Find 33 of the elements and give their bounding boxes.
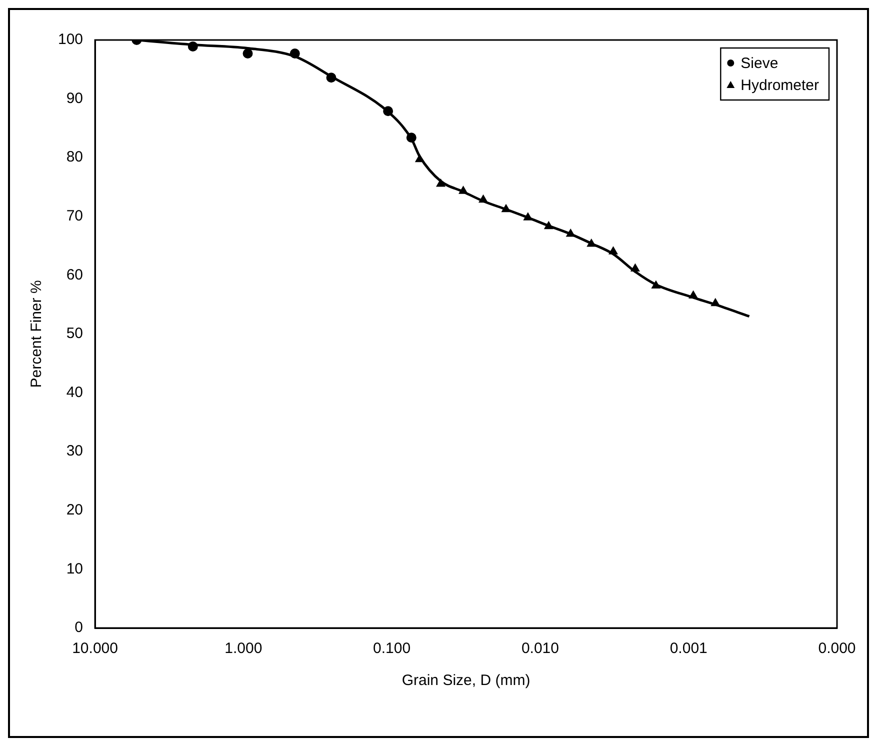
y-tick-label: 90: [66, 90, 84, 107]
point: [544, 221, 554, 230]
point: [524, 212, 532, 220]
point: [652, 280, 660, 289]
point: [415, 154, 424, 162]
y-tick-label: 70: [66, 208, 84, 225]
x-tick-label: 10.000: [72, 640, 118, 658]
point: [608, 246, 618, 254]
point: [436, 179, 446, 187]
y-tick-label: 60: [66, 266, 84, 284]
point: [566, 229, 575, 237]
legend-label: Hydrometer: [740, 77, 820, 94]
legend-label: Sieve: [740, 55, 778, 72]
y-tick-label: 0: [74, 619, 84, 636]
y-tick-label: 50: [66, 325, 84, 342]
y-tick-label: 40: [66, 384, 84, 401]
y-tick-label: 100: [58, 31, 84, 48]
point: [502, 204, 510, 212]
y-tick-label: 10: [66, 560, 84, 578]
point: [458, 186, 468, 194]
y-axis-title: Percent Finer %: [28, 280, 46, 388]
x-axis-title: Grain Size, D (mm): [402, 672, 530, 690]
x-tick-label: 0.000: [818, 640, 856, 658]
x-tick-label: 0.100: [373, 640, 411, 658]
x-tick-label: 0.001: [670, 640, 708, 658]
point: [630, 264, 640, 272]
point: [478, 194, 488, 203]
y-tick-label: 30: [66, 442, 84, 460]
x-tick-label: 0.010: [521, 640, 559, 658]
y-tick-label: 20: [66, 502, 84, 519]
y-tick-label: 80: [66, 148, 84, 166]
point: [586, 239, 596, 247]
x-tick-label: 1.000: [224, 640, 262, 658]
